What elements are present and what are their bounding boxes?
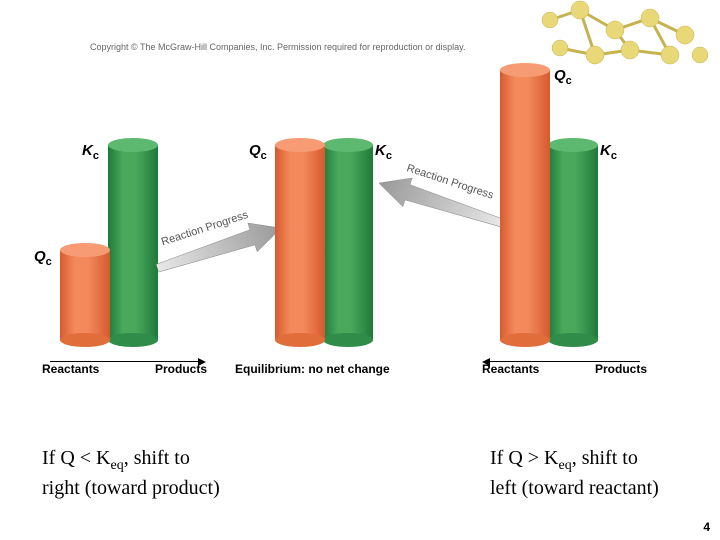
- kc-label-center: Kc: [375, 142, 392, 162]
- caption-left: If Q < Keq, shift to right (toward produ…: [42, 445, 220, 501]
- qc-label-center: Qc: [249, 142, 267, 162]
- qc-cylinder-right: [500, 70, 550, 340]
- axis-right-products: Products: [595, 362, 647, 376]
- kc-label-left: Kc: [82, 142, 99, 162]
- equilibrium-label: Equilibrium: no net change: [235, 362, 435, 376]
- axis-left-reactants: Reactants: [42, 362, 99, 376]
- reaction-arrow-right: Reaction Progress: [372, 167, 508, 244]
- axis-left-products: Products: [155, 362, 207, 376]
- page-number: 4: [703, 520, 710, 534]
- reaction-arrow-left: Reaction Progress: [152, 212, 288, 289]
- kc-cylinder-center: [323, 145, 373, 340]
- qc-cylinder-center: [275, 145, 325, 340]
- qc-label-right: Qc: [554, 67, 572, 87]
- qc-label-left: Qc: [34, 248, 52, 268]
- chart-area: Qc Kc Reactants Products Reaction Progre…: [60, 80, 700, 380]
- kc-cylinder-left: [108, 145, 158, 340]
- axis-right-reactants: Reactants: [482, 362, 539, 376]
- qc-cylinder-left: [60, 250, 110, 340]
- kc-label-right: Kc: [600, 142, 617, 162]
- caption-right: If Q > Keq, shift to left (toward reacta…: [490, 445, 659, 501]
- molecule-decoration: [530, 0, 710, 70]
- kc-cylinder-right: [548, 145, 598, 340]
- copyright-text: Copyright © The McGraw-Hill Companies, I…: [90, 42, 465, 52]
